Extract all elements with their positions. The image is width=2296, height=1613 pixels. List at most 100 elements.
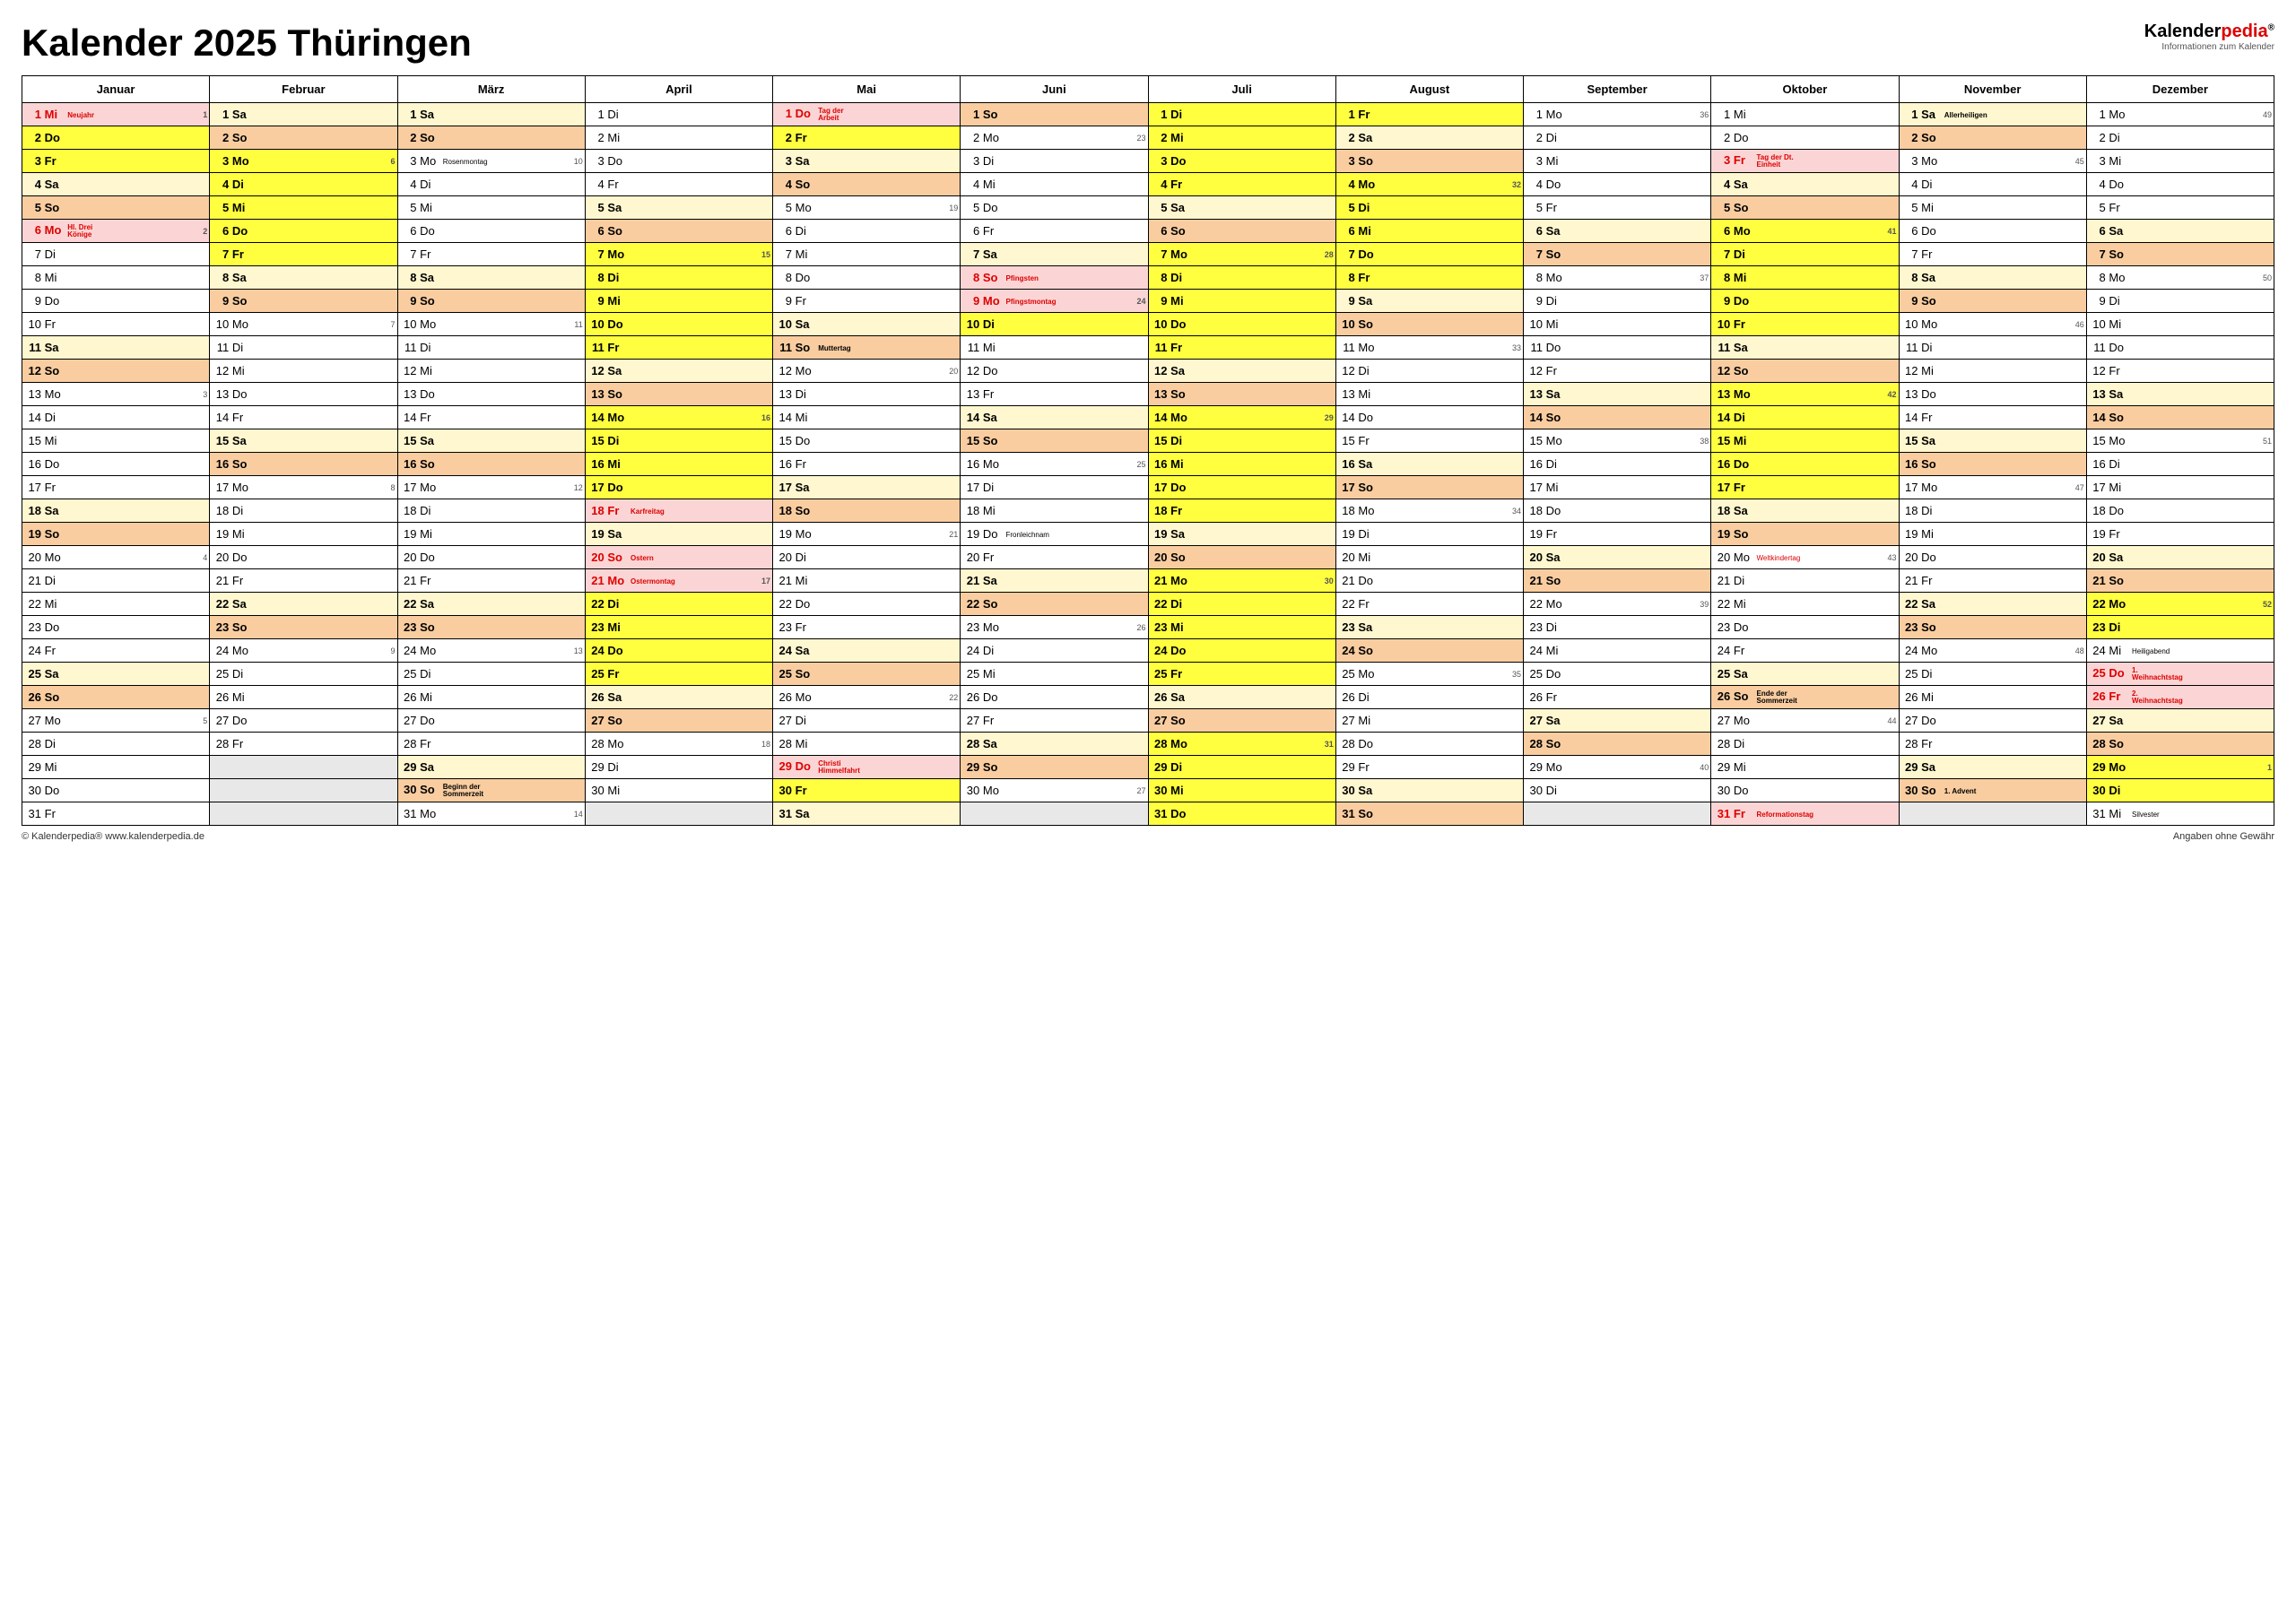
day-cell: 3 Fr Tag der Dt. Einheit	[1711, 150, 1899, 173]
day-cell: 3 Mi	[1524, 150, 1711, 173]
day-cell: 20 Do	[1899, 546, 2086, 569]
day-cell: 16 Di	[1524, 453, 1711, 476]
day-cell: 23 Sa	[1335, 616, 1523, 639]
day-cell: 1 Mi	[1711, 103, 1899, 126]
day-cell: 28 Do	[1335, 733, 1523, 756]
day-cell: 2 Fr	[773, 126, 961, 150]
day-cell: 24 Fr	[22, 639, 210, 663]
day-cell: 21 So	[2086, 569, 2274, 593]
day-cell: 15 Mi	[1711, 429, 1899, 453]
day-cell: 17 So	[1335, 476, 1523, 499]
day-cell: 21 Mo30	[1148, 569, 1335, 593]
day-cell: 2 Di	[2086, 126, 2274, 150]
day-cell: 29 So	[961, 756, 1148, 779]
day-cell: 17 Fr	[1711, 476, 1899, 499]
day-cell: 8 Di	[585, 266, 772, 290]
day-cell: 16 Do	[22, 453, 210, 476]
day-cell: 4 So	[773, 173, 961, 196]
day-cell: 20 Fr	[961, 546, 1148, 569]
day-cell: 18 Di	[1899, 499, 2086, 523]
day-cell: 11 Fr	[1148, 336, 1335, 360]
day-cell: 6 Sa	[1524, 220, 1711, 243]
day-cell: 30 So Beginn der Sommerzeit	[397, 779, 585, 802]
day-cell: 1 Sa	[397, 103, 585, 126]
day-cell: 16 Mo25	[961, 453, 1148, 476]
day-cell: 5 Di	[1335, 196, 1523, 220]
day-cell: 20 Di	[773, 546, 961, 569]
day-cell: 9 Do	[1711, 290, 1899, 313]
day-cell: 31 Mo14	[397, 802, 585, 826]
day-cell: 26 Fr 2. Weihnachtstag	[2086, 686, 2274, 709]
month-header: Juli	[1148, 76, 1335, 103]
day-cell: 7 So	[1524, 243, 1711, 266]
month-header: Oktober	[1711, 76, 1899, 103]
day-cell: 17 Di	[961, 476, 1148, 499]
day-cell: 6 Do	[210, 220, 397, 243]
day-cell: 24 Mo48	[1899, 639, 2086, 663]
day-cell: 6 Mi	[1335, 220, 1523, 243]
day-cell: 19 Sa	[1148, 523, 1335, 546]
day-cell: 10 Mo7	[210, 313, 397, 336]
day-cell: 29 Do Christi Himmelfahrt	[773, 756, 961, 779]
day-cell: 28 So	[1524, 733, 1711, 756]
day-cell: 17 Mo12	[397, 476, 585, 499]
day-cell: 11 So Muttertag	[773, 336, 961, 360]
day-cell: 1 So	[961, 103, 1148, 126]
day-cell: 23 Di	[2086, 616, 2274, 639]
day-cell: 23 Do	[1711, 616, 1899, 639]
day-cell: 13 Do	[397, 383, 585, 406]
day-cell: 10 Do	[1148, 313, 1335, 336]
day-cell: 27 Mi	[1335, 709, 1523, 733]
day-cell: 10 Sa	[773, 313, 961, 336]
day-cell: 12 Sa	[585, 360, 772, 383]
day-cell: 16 So	[397, 453, 585, 476]
day-cell: 19 Mi	[1899, 523, 2086, 546]
day-cell: 20 Mo Weltkindertag43	[1711, 546, 1899, 569]
day-cell: 8 Sa	[1899, 266, 2086, 290]
day-cell: 11 Do	[2086, 336, 2274, 360]
day-cell: 31 So	[1335, 802, 1523, 826]
brand-name: Kalenderpedia®	[2144, 22, 2274, 42]
day-cell: 1 Mo36	[1524, 103, 1711, 126]
day-cell: 19 Fr	[2086, 523, 2274, 546]
day-cell: 22 Fr	[1335, 593, 1523, 616]
day-cell: 29 Di	[1148, 756, 1335, 779]
day-cell: 16 Mi	[1148, 453, 1335, 476]
day-cell: 10 Fr	[22, 313, 210, 336]
day-cell: 10 Do	[585, 313, 772, 336]
day-cell: 20 Mi	[1335, 546, 1523, 569]
day-cell: 24 Di	[961, 639, 1148, 663]
day-cell: 22 Sa	[397, 593, 585, 616]
day-cell: 17 Fr	[22, 476, 210, 499]
brand-tagline: Informationen zum Kalender	[2144, 42, 2274, 52]
day-cell: 8 Mi	[22, 266, 210, 290]
day-cell: 28 Di	[1711, 733, 1899, 756]
day-cell: 7 Sa	[961, 243, 1148, 266]
day-cell: 26 Sa	[1148, 686, 1335, 709]
day-cell: 8 Mo37	[1524, 266, 1711, 290]
page-title: Kalender 2025 Thüringen	[22, 22, 472, 65]
day-cell: 14 Fr	[210, 406, 397, 429]
day-cell: 1 Di	[1148, 103, 1335, 126]
day-cell: 20 So	[1148, 546, 1335, 569]
day-cell: 5 Fr	[2086, 196, 2274, 220]
day-cell: 9 Di	[2086, 290, 2274, 313]
day-cell: 13 So	[585, 383, 772, 406]
day-cell: 3 Mi	[2086, 150, 2274, 173]
day-cell: 30 Do	[1711, 779, 1899, 802]
day-cell: 15 Di	[585, 429, 772, 453]
day-cell: 30 Do	[22, 779, 210, 802]
day-cell: 22 Mi	[22, 593, 210, 616]
month-header: Mai	[773, 76, 961, 103]
day-cell: 7 Fr	[1899, 243, 2086, 266]
day-cell: 2 Mo23	[961, 126, 1148, 150]
day-cell: 21 Do	[1335, 569, 1523, 593]
day-cell: 25 Fr	[1148, 663, 1335, 686]
day-cell: 25 Do 1. Weihnachtstag	[2086, 663, 2274, 686]
day-cell: 22 So	[961, 593, 1148, 616]
day-cell: 21 Sa	[961, 569, 1148, 593]
day-cell: 13 Do	[1899, 383, 2086, 406]
month-header: September	[1524, 76, 1711, 103]
day-cell: 11 Di	[397, 336, 585, 360]
day-cell: 17 Do	[585, 476, 772, 499]
